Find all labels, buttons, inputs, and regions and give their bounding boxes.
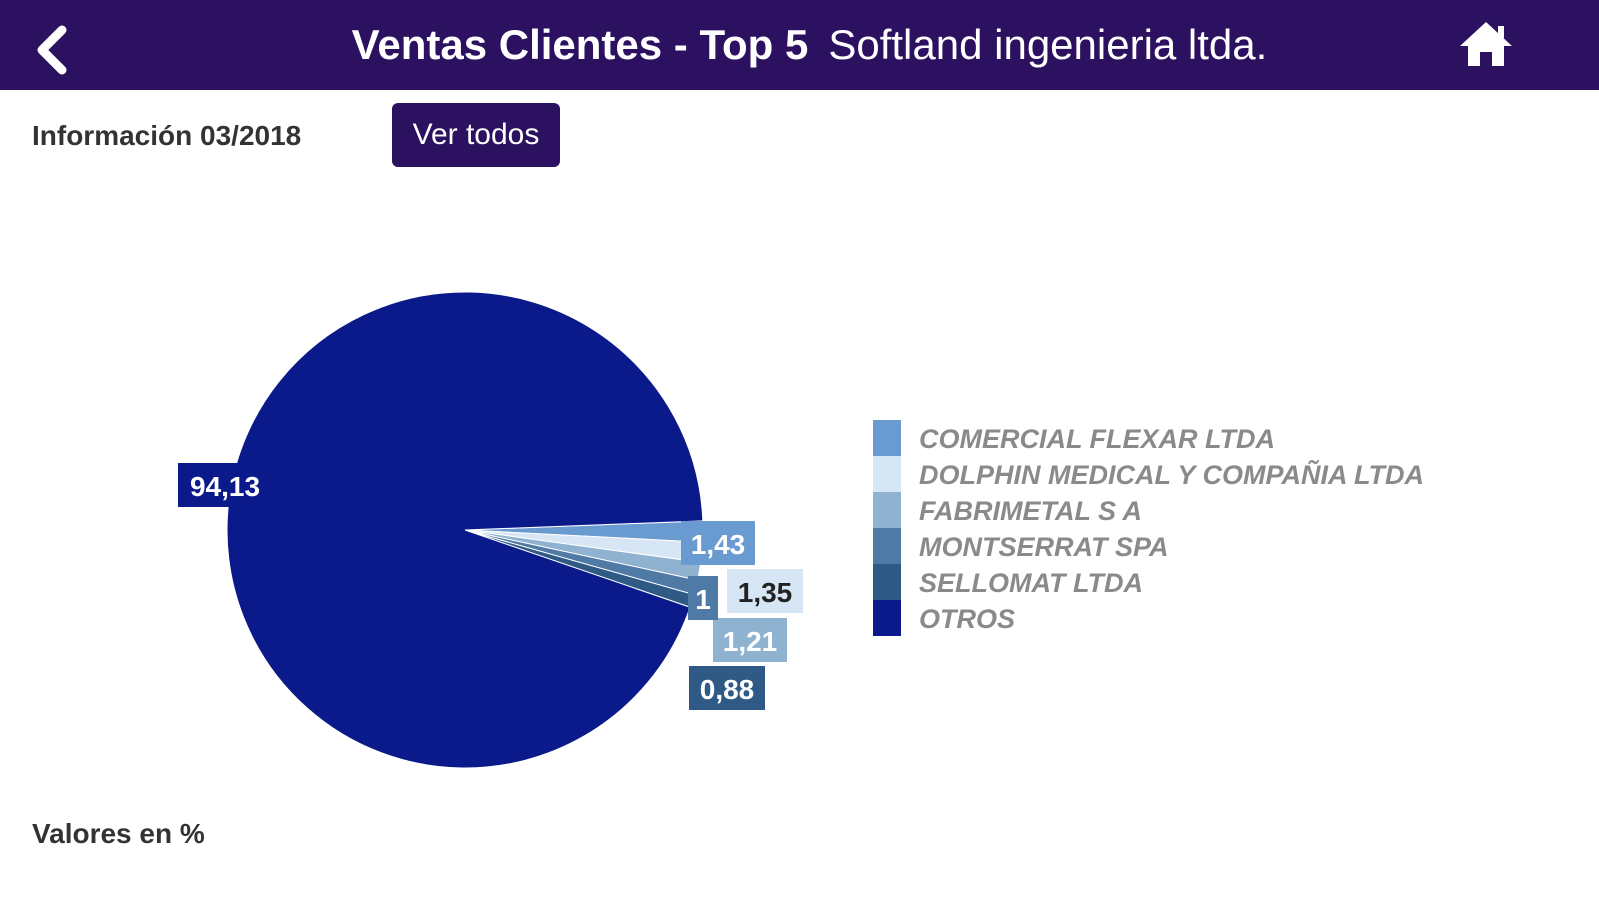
- values-unit-note: Valores en %: [32, 818, 205, 849]
- legend-entry: FABRIMETAL S A: [919, 496, 1142, 526]
- legend-swatch: [873, 420, 901, 456]
- back-button[interactable]: [28, 22, 78, 78]
- legend-entry: DOLPHIN MEDICAL Y COMPAÑIA LTDA: [919, 459, 1424, 490]
- svg-text:0,88: 0,88: [700, 674, 755, 705]
- data-label-sellomat-ltda: 0,88: [689, 666, 765, 710]
- legend-entry: COMERCIAL FLEXAR LTDA: [919, 424, 1275, 454]
- info-period-label: Información 03/2018: [32, 120, 302, 151]
- ver-todos-button[interactable]: Ver todos: [392, 103, 560, 167]
- home-button[interactable]: [1458, 18, 1514, 70]
- legend-swatch: [873, 528, 901, 564]
- company-name: Softland ingenieria ltda.: [828, 21, 1268, 68]
- legend-swatch: [873, 600, 901, 636]
- legend-entry: OTROS: [919, 604, 1015, 634]
- legend-swatch: [873, 564, 901, 600]
- app-header: Ventas Clientes - Top 5 Softland ingenie…: [0, 0, 1599, 90]
- data-label-otros: 94,13: [178, 463, 272, 507]
- legend-swatch: [873, 456, 901, 492]
- legend-swatch: [873, 492, 901, 528]
- page-title: Ventas Clientes - Top 5 Softland ingenie…: [0, 0, 1599, 90]
- legend-entry: MONTSERRAT SPA: [919, 532, 1169, 562]
- legend-entry: SELLOMAT LTDA: [919, 568, 1143, 598]
- svg-text:1,35: 1,35: [738, 577, 793, 608]
- svg-text:1,21: 1,21: [723, 626, 778, 657]
- svg-text:1: 1: [695, 584, 711, 615]
- report-title: Ventas Clientes - Top 5: [351, 21, 809, 68]
- svg-text:94,13: 94,13: [190, 471, 260, 502]
- data-label-comercial-flexar-ltda: 1,43: [681, 521, 755, 565]
- data-label-montserrat-spa: 1: [688, 576, 718, 620]
- data-label-dolphin-medical-y-compa-ia-ltda: 1,35: [727, 569, 803, 613]
- svg-text:1,43: 1,43: [691, 529, 746, 560]
- data-label-fabrimetal-s-a: 1,21: [713, 618, 787, 662]
- home-icon: [1460, 22, 1512, 66]
- chevron-left-icon: [37, 25, 67, 75]
